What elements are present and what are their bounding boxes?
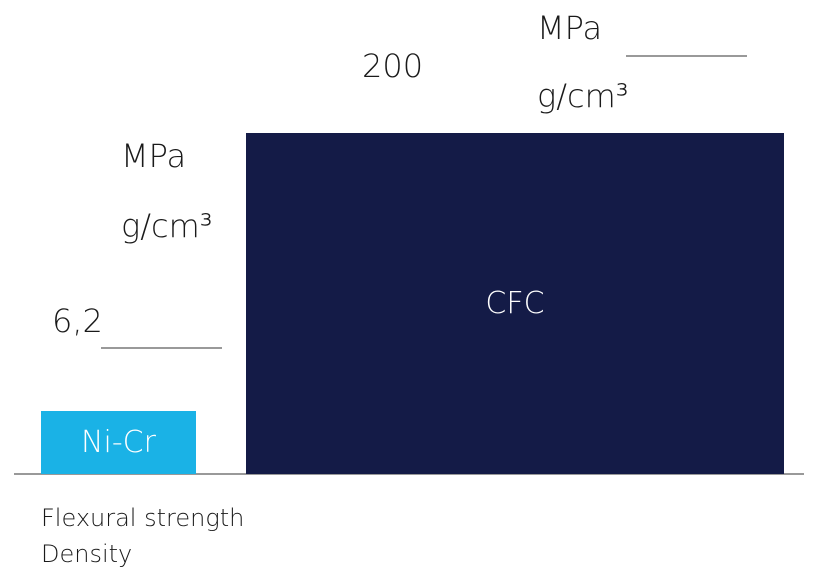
legend-line-density: Density <box>41 540 133 568</box>
legend-line-flexural-strength: Flexural strength <box>41 504 245 532</box>
unit-numerator-cfc: MPa <box>537 9 603 47</box>
unit-numerator-ni-cr: MPa <box>121 137 187 175</box>
bar-cfc <box>246 133 784 474</box>
category-label-ni-cr: Ni-Cr <box>81 424 156 460</box>
unit-denominator-ni-cr: g/cm³ <box>121 207 213 245</box>
bar-ni-cr <box>41 411 196 474</box>
value-label-cfc: 200 <box>362 47 424 85</box>
unit-denominator-cfc: g/cm³ <box>537 77 629 115</box>
category-label-cfc: CFC <box>485 285 545 321</box>
value-label-ni-cr: 6,2 <box>52 302 103 340</box>
